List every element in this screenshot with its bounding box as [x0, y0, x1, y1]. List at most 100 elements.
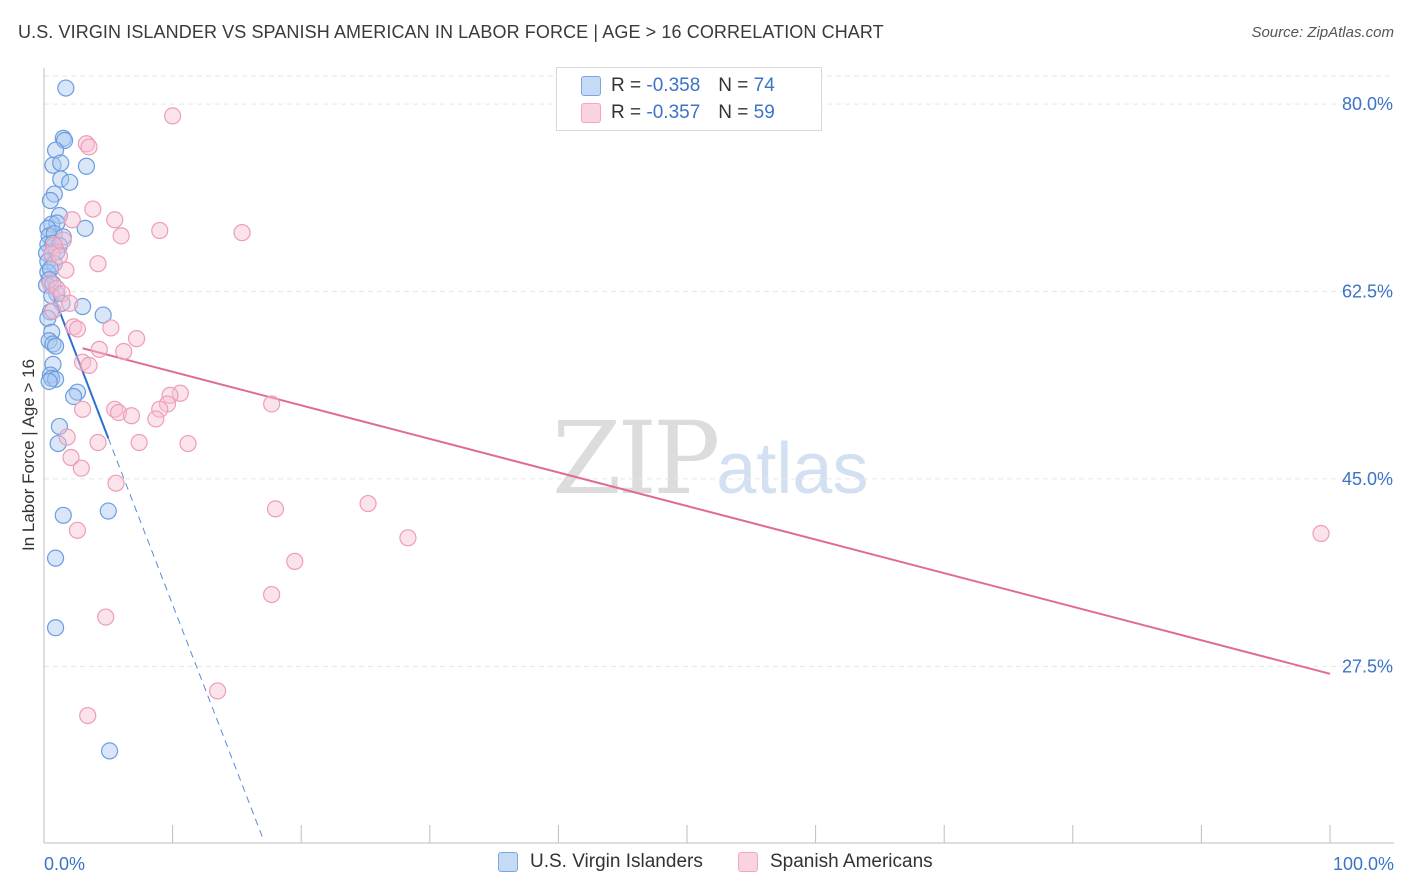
source-label: Source: ZipAtlas.com	[1251, 24, 1394, 41]
point-spanish-american	[127, 330, 146, 348]
point-virgin-islander	[46, 370, 65, 388]
point-spanish-american	[233, 224, 251, 242]
point-spanish-american	[72, 459, 90, 477]
point-spanish-american	[1312, 524, 1330, 543]
point-virgin-islander	[52, 170, 70, 188]
point-spanish-american	[106, 211, 124, 229]
point-spanish-american	[62, 448, 80, 467]
point-spanish-american	[80, 356, 98, 375]
point-virgin-islander	[46, 619, 65, 637]
x-tick-label-min: 0.0%	[44, 854, 85, 874]
point-spanish-american	[286, 552, 304, 570]
legend-n-value: 74	[753, 75, 775, 96]
point-spanish-american	[73, 400, 92, 418]
point-spanish-american	[54, 231, 72, 249]
legend-r-value: -0.358	[646, 75, 701, 96]
point-virgin-islander	[49, 434, 67, 453]
point-virgin-islander	[61, 173, 79, 191]
point-spanish-american	[102, 319, 120, 337]
trend-layer	[46, 280, 1331, 838]
point-virgin-islander	[41, 191, 60, 210]
y-tick-label: 45.0%	[1342, 469, 1393, 489]
point-virgin-islander	[44, 335, 62, 353]
point-spanish-american	[115, 342, 133, 361]
point-spanish-american	[44, 302, 62, 320]
point-spanish-american	[79, 706, 97, 725]
series-swatch-pink	[738, 852, 758, 872]
y-tick-label: 62.5%	[1342, 282, 1393, 302]
point-virgin-islander	[73, 297, 92, 316]
labels-layer: 80.0% 62.5% 45.0% 27.5% 0.0% 100.0% In Labor F…	[19, 94, 1394, 874]
legend-r-value: -0.357	[646, 102, 701, 123]
point-virgin-islander	[46, 337, 65, 355]
point-spanish-american	[89, 433, 107, 452]
point-spanish-american	[57, 261, 75, 279]
watermark-zip: ZIP	[552, 400, 720, 517]
point-spanish-american	[90, 340, 108, 358]
series-name-virgin-islanders: U.S. Virgin Islanders	[530, 851, 703, 872]
point-spanish-american	[63, 211, 81, 229]
point-spanish-american	[171, 384, 189, 402]
point-spanish-american	[107, 474, 125, 492]
point-spanish-american	[179, 434, 197, 453]
grid-layer	[44, 75, 1394, 667]
legend-row-virgin-islanders: R = -0.358 N = 74	[581, 74, 775, 98]
point-spanish-american	[263, 585, 281, 604]
legend-r-label: R =	[611, 75, 642, 96]
point-virgin-islander	[64, 387, 83, 406]
legend-swatch-blue	[581, 76, 601, 96]
point-spanish-american	[359, 494, 377, 513]
point-virgin-islander	[40, 372, 58, 391]
y-axis-title: In Labor Force | Age > 16	[19, 359, 38, 551]
series-legend-virgin-islanders: U.S. Virgin Islanders	[498, 851, 703, 873]
point-virgin-islander	[94, 306, 112, 324]
point-spanish-american	[209, 682, 227, 700]
point-spanish-american	[61, 294, 79, 312]
chart-title: U.S. VIRGIN ISLANDER VS SPANISH AMERICAN…	[18, 22, 884, 42]
trend-line-spanish-americans	[82, 347, 1331, 675]
point-spanish-american	[151, 400, 169, 418]
point-spanish-american	[50, 247, 69, 265]
point-spanish-american	[68, 320, 87, 338]
point-virgin-islander	[52, 154, 70, 172]
point-virgin-islander	[54, 506, 72, 524]
trend-line-virgin-islanders-extension	[107, 438, 264, 838]
y-tick-label: 80.0%	[1342, 94, 1393, 114]
point-virgin-islander	[57, 79, 75, 97]
point-spanish-american	[399, 529, 417, 547]
point-spanish-american	[147, 410, 165, 428]
point-spanish-american	[89, 255, 107, 273]
legend-n-label: N =	[718, 75, 749, 96]
watermark: ZIPatlas	[552, 400, 868, 517]
legend-swatch-pink	[581, 103, 601, 123]
point-spanish-american	[58, 428, 76, 446]
axes-layer	[43, 68, 1394, 844]
legend-r-label: R =	[611, 102, 642, 123]
point-spanish-american	[68, 521, 87, 539]
point-spanish-american	[84, 200, 102, 218]
point-spanish-american	[109, 403, 128, 422]
point-virgin-islander	[100, 742, 119, 760]
y-tick-label: 27.5%	[1342, 656, 1393, 676]
point-spanish-american	[266, 500, 285, 518]
point-spanish-american	[164, 107, 182, 125]
point-spanish-american	[77, 135, 96, 153]
series-legend-spanish-americans: Spanish Americans	[738, 851, 933, 873]
points-layer	[37, 79, 1330, 760]
legend-row-spanish-americans: R = -0.357 N = 59	[581, 101, 775, 125]
point-spanish-american	[80, 138, 98, 156]
watermark-atlas: atlas	[716, 429, 869, 509]
stats-legend: R = -0.358 N = 74 R = -0.357 N = 59	[556, 67, 822, 131]
point-spanish-american	[112, 227, 130, 245]
legend-n-value: 59	[753, 102, 775, 123]
trend-line-virgin-islanders	[46, 280, 110, 439]
point-spanish-american	[122, 407, 141, 425]
point-spanish-american	[263, 395, 281, 413]
point-virgin-islander	[76, 219, 94, 237]
point-spanish-american	[151, 221, 169, 240]
point-virgin-islander	[77, 157, 96, 175]
series-name-spanish-americans: Spanish Americans	[770, 851, 933, 872]
point-spanish-american	[97, 608, 115, 626]
legend-n-label: N =	[718, 102, 749, 123]
